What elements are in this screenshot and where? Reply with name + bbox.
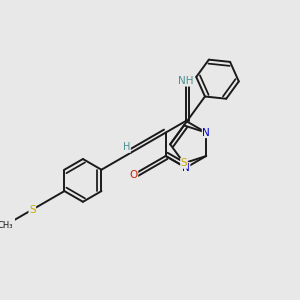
Text: CH₃: CH₃	[0, 221, 13, 230]
Text: S: S	[181, 158, 187, 168]
Text: NH: NH	[178, 76, 194, 86]
Text: O: O	[130, 169, 138, 179]
Text: N: N	[182, 163, 190, 173]
Text: N: N	[202, 128, 210, 138]
Text: H: H	[123, 142, 130, 152]
Text: S: S	[29, 205, 36, 214]
